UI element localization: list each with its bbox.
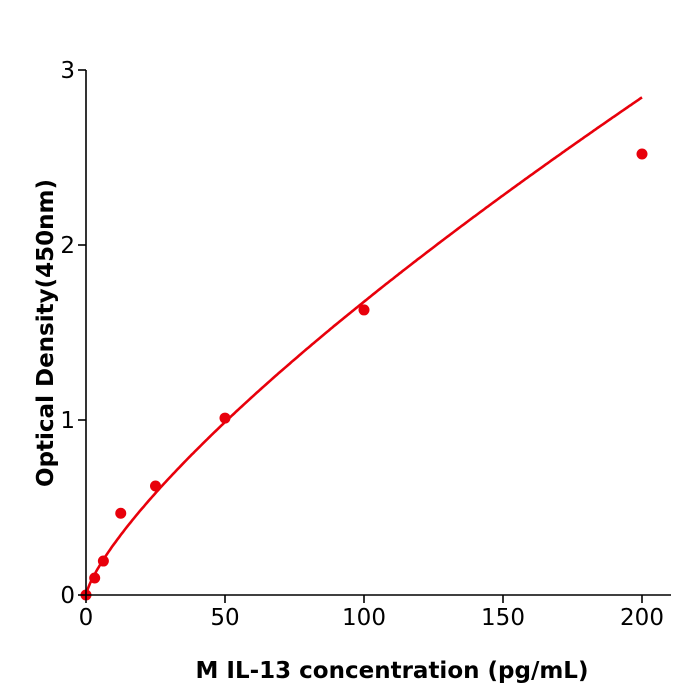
data-point bbox=[358, 304, 370, 316]
data-point bbox=[219, 412, 231, 424]
x-tick-label: 50 bbox=[210, 605, 239, 631]
x-tick-label: 0 bbox=[79, 605, 94, 631]
data-point bbox=[115, 507, 127, 519]
data-point bbox=[636, 148, 648, 160]
y-tick-label: 2 bbox=[60, 233, 75, 259]
fit-curve bbox=[84, 96, 643, 596]
data-point bbox=[97, 555, 109, 567]
data-point bbox=[89, 572, 101, 584]
x-axis-label: M IL-13 concentration (pg/mL) bbox=[196, 658, 589, 684]
y-tick-label: 3 bbox=[60, 58, 75, 84]
y-tick-label: 0 bbox=[60, 583, 75, 609]
data-point bbox=[150, 480, 161, 492]
x-tick-label: 150 bbox=[481, 605, 525, 631]
x-tick-label: 200 bbox=[620, 605, 664, 631]
y-tick-label: 1 bbox=[60, 408, 75, 434]
y-axis-label: Optical Density(450nm) bbox=[33, 179, 59, 487]
x-tick-label: 100 bbox=[342, 605, 386, 631]
